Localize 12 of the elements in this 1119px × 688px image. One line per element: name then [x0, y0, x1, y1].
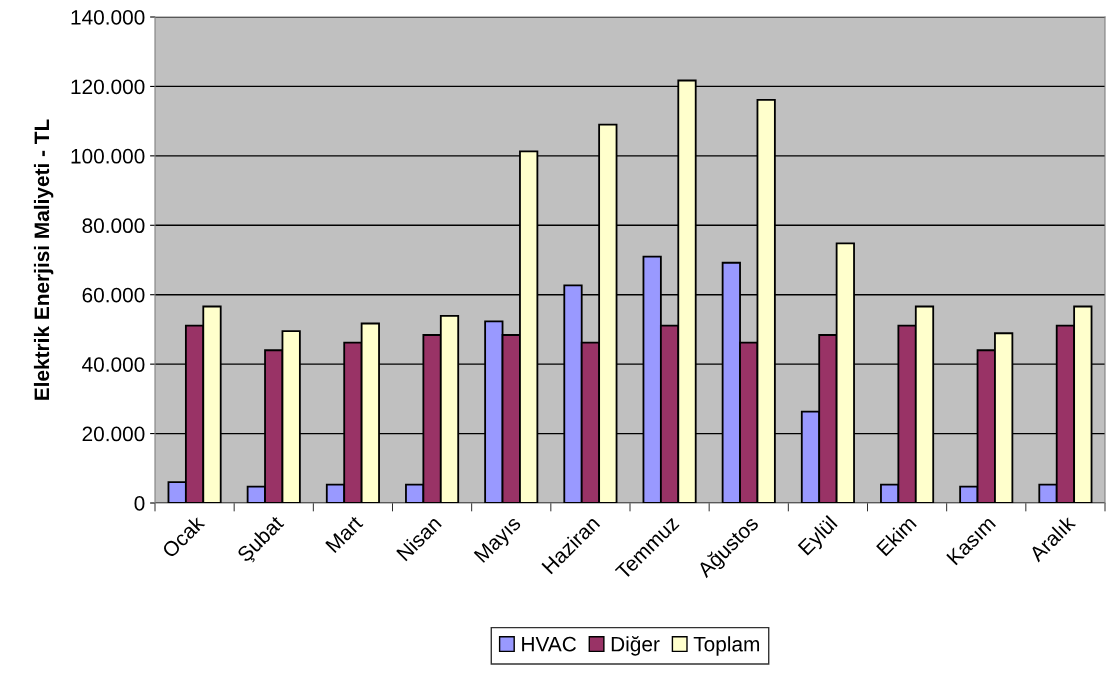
y-tick-label: 20.000: [82, 426, 145, 442]
legend-label: HVAC: [522, 636, 576, 652]
y-tick-label: 120.000: [71, 79, 145, 95]
y-tick-label: 100.000: [71, 148, 145, 164]
y-tick-label: 60.000: [82, 287, 145, 303]
legend-label: Toplam: [693, 636, 760, 656]
y-tick-label: 40.000: [82, 357, 145, 372]
y-axis-title: Elektrik Enerjisi Maliyeti - TL: [33, 119, 54, 400]
y-tick-label: 0: [134, 496, 145, 511]
y-tick-label: 80.000: [82, 218, 145, 234]
y-tick-label: 140.000: [71, 10, 145, 25]
legend-label: Diğer: [611, 635, 660, 656]
